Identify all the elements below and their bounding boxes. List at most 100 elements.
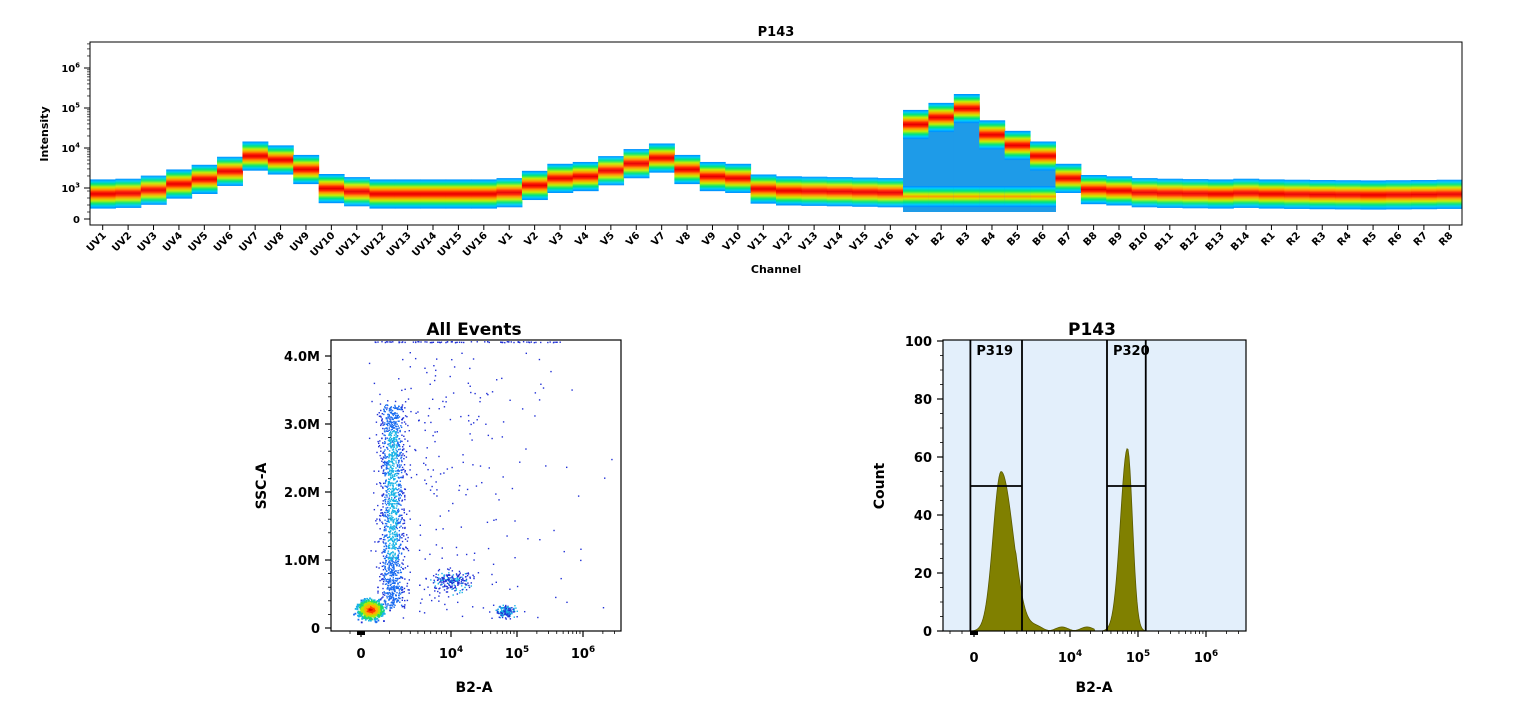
scatter-point <box>451 575 453 577</box>
spectrum-band <box>725 166 752 168</box>
spectrum-band <box>1360 200 1387 202</box>
spectrum-band <box>369 182 396 184</box>
spectrum-band <box>903 202 929 204</box>
scatter-point <box>380 467 383 469</box>
scatter-point <box>437 574 440 576</box>
spectrum-band <box>191 181 218 183</box>
spectrum-band <box>598 159 625 161</box>
spectrum-band <box>699 162 726 165</box>
spectrum-band <box>191 172 218 174</box>
spectrum-band <box>1233 194 1260 196</box>
spectrum-band <box>725 163 752 165</box>
scatter-point <box>370 611 373 614</box>
scatter-point <box>362 603 365 606</box>
scatter-point <box>434 590 436 592</box>
scatter-point <box>386 595 388 597</box>
spectrum-band <box>598 172 625 174</box>
spectrum-band <box>1055 186 1082 188</box>
scatter-point <box>432 575 435 577</box>
spectrum-band <box>1436 207 1463 209</box>
spectrum-band <box>903 121 929 124</box>
spectrum-band <box>1080 190 1107 192</box>
spectrum-band <box>1131 178 1158 180</box>
scatter-point <box>386 456 388 458</box>
scatter-point <box>378 605 381 608</box>
spectrum-band <box>928 122 955 125</box>
spectrum-band <box>1360 202 1387 204</box>
spectrum-band <box>1284 206 1311 208</box>
spectrum-band <box>471 181 498 183</box>
scatter-point <box>383 465 385 467</box>
scatter-point <box>389 531 391 534</box>
scatter-point <box>387 604 389 606</box>
spectrum-bar <box>140 175 167 205</box>
scatter-point <box>507 613 509 615</box>
scatter-point <box>384 442 387 444</box>
spectrum-band <box>801 194 828 196</box>
spectrum-band <box>166 191 193 193</box>
spectrum-band <box>166 174 193 176</box>
spectrum-band <box>699 170 726 173</box>
scatter-point <box>502 606 504 609</box>
scatter-point <box>387 471 389 474</box>
scatter-point <box>393 601 395 603</box>
scatter-point <box>487 341 489 343</box>
spectrum-band <box>1436 204 1463 206</box>
scatter-point <box>394 438 396 440</box>
scatter-point <box>401 466 404 469</box>
spectrum-band <box>496 185 523 187</box>
x-tick-label: V16 <box>873 230 896 253</box>
scatter-point <box>381 606 384 609</box>
scatter-point <box>368 610 371 613</box>
x-tick-label: 0 <box>356 647 365 662</box>
scatter-point <box>392 527 394 530</box>
spectrum-band <box>776 200 802 202</box>
spectrum-band <box>521 190 548 193</box>
scatter-point <box>367 613 370 616</box>
scatter-point <box>388 443 390 445</box>
scatter-point <box>419 602 422 604</box>
spectrum-band <box>1284 198 1311 200</box>
spectrum-band <box>1004 191 1031 193</box>
spectrum-band <box>191 168 218 170</box>
scatter-point <box>404 526 406 529</box>
spectrum-band <box>242 168 269 170</box>
scatter-point <box>391 431 394 433</box>
scatter-point <box>374 603 376 605</box>
spectrum-band <box>598 166 625 168</box>
scatter-point <box>445 580 447 582</box>
scatter-point <box>417 341 419 343</box>
spectrum-bar <box>699 161 726 192</box>
spectrum-band <box>496 202 523 204</box>
spectrum-band <box>1131 206 1158 208</box>
scatter-point <box>384 566 386 569</box>
spectrum-band <box>90 191 116 193</box>
scatter-point <box>465 494 467 496</box>
spectrum-band <box>140 183 167 185</box>
spectrum-band <box>1258 199 1285 201</box>
scatter-point <box>404 401 407 403</box>
scatter-point <box>504 610 506 612</box>
scatter-point <box>511 487 514 490</box>
spectrum-band <box>90 186 116 188</box>
scatter-point <box>446 608 448 611</box>
scatter-point <box>398 483 400 486</box>
spectrum-band <box>1157 195 1184 197</box>
scatter-point <box>390 461 393 463</box>
scatter-point <box>388 598 390 601</box>
spectrum-band <box>903 193 929 195</box>
spectrum-band <box>1030 191 1056 193</box>
scatter-point <box>404 567 407 569</box>
scatter-point <box>354 608 357 610</box>
spectrum-band <box>750 187 777 189</box>
spectrum-band <box>344 186 370 188</box>
spectrum-band <box>572 172 599 175</box>
spectrum-band <box>318 176 345 178</box>
spectrum-band <box>750 197 777 199</box>
scatter-point <box>379 454 381 457</box>
spectrum-band <box>521 183 548 186</box>
spectrum-band <box>1055 168 1082 170</box>
spectrum-band <box>420 205 447 207</box>
spectrum-band <box>598 184 625 186</box>
scatter-point <box>400 552 403 554</box>
